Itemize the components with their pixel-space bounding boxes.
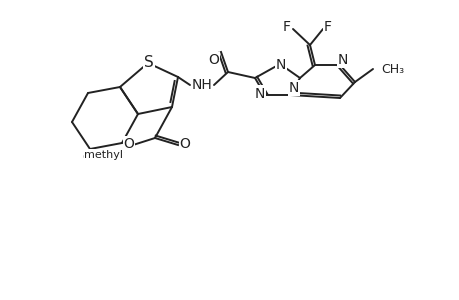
Text: methyl: methyl [84,150,123,160]
Text: CH₃: CH₃ [82,151,105,164]
Text: O: O [179,137,190,151]
Text: N: N [288,81,298,95]
Text: S: S [144,55,154,70]
Text: O: O [123,137,134,151]
Text: N: N [275,58,285,72]
Text: N: N [254,87,264,101]
Text: NH: NH [191,78,212,92]
Text: N: N [254,86,264,100]
Text: F: F [282,20,291,34]
Text: F: F [323,20,331,34]
Text: N: N [337,53,347,67]
Text: O: O [208,53,219,67]
Text: CH₃: CH₃ [380,62,403,76]
